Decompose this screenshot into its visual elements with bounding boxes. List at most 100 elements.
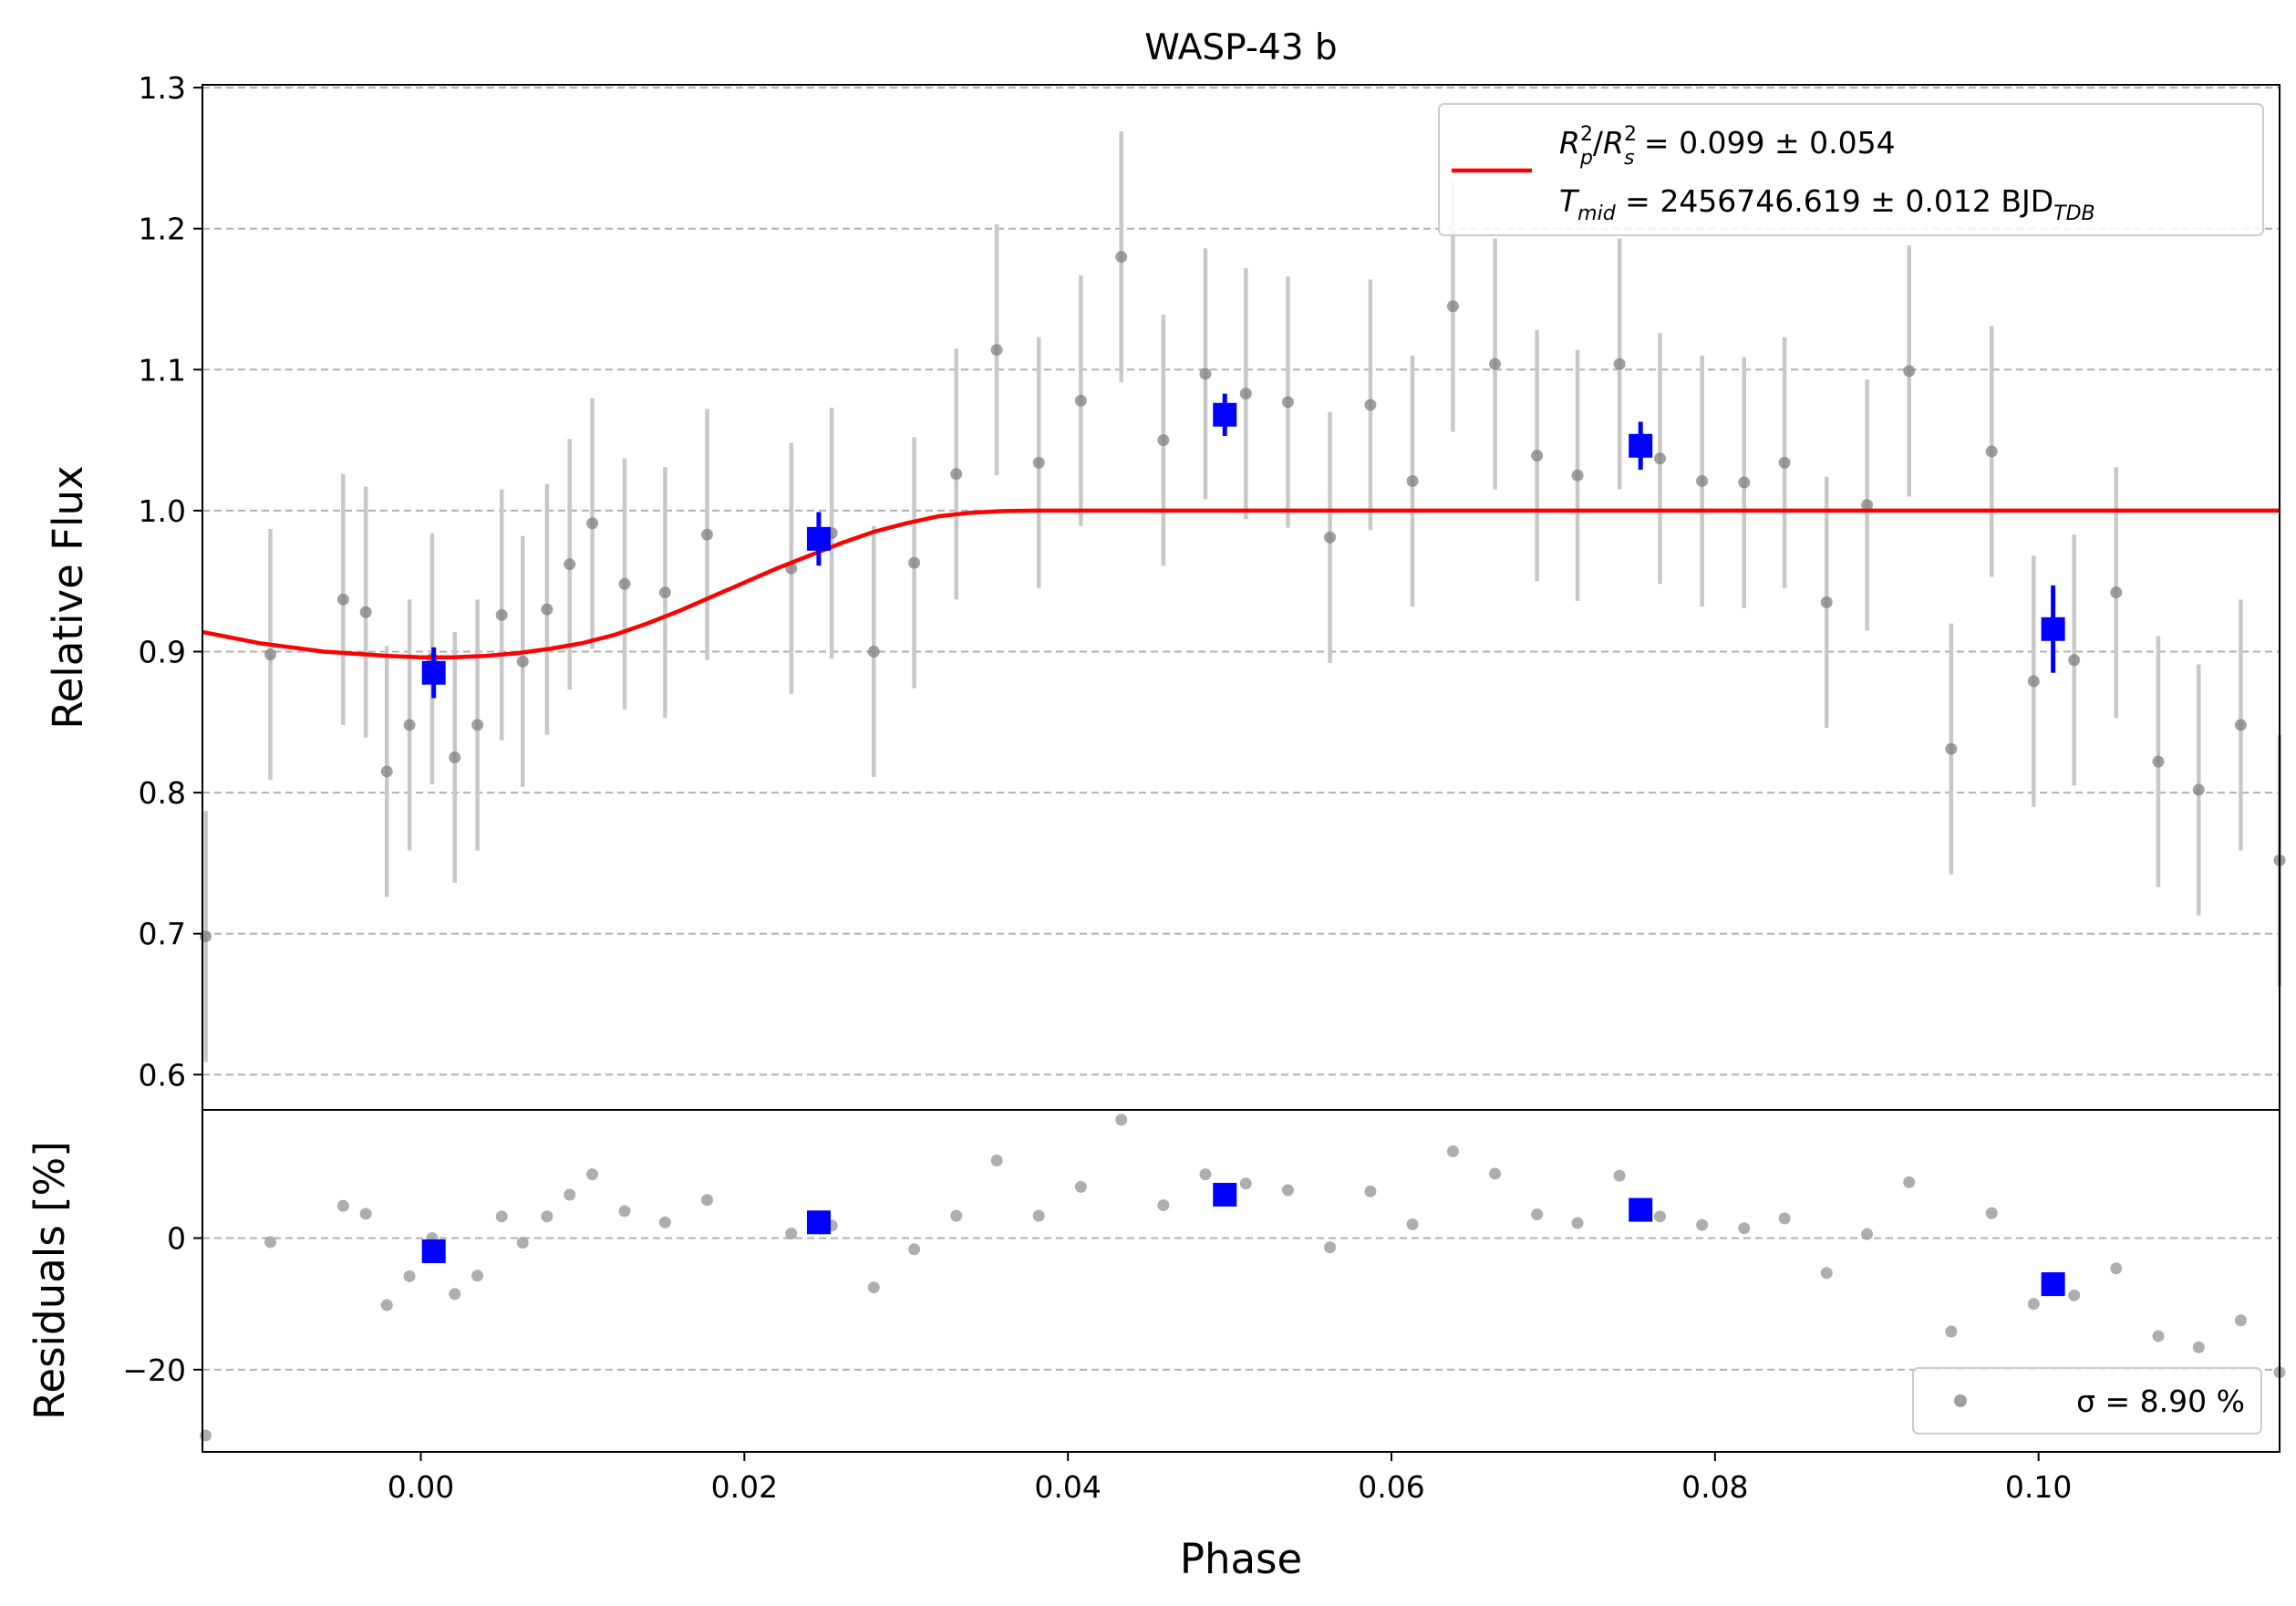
raw-data-point xyxy=(701,528,714,541)
residual-point xyxy=(2110,1262,2123,1275)
x-axis-ticks: 0.00 0.02 0.04 0.06 0.08 0.10 xyxy=(388,1452,2072,1505)
raw-data-point xyxy=(2192,783,2205,796)
main-raw-points xyxy=(200,251,2286,943)
residual-point xyxy=(1281,1184,1294,1197)
residual-point xyxy=(1613,1169,1626,1182)
residual-binned-point xyxy=(1213,1183,1237,1207)
raw-data-point xyxy=(1239,388,1252,400)
residual-point xyxy=(200,1429,212,1442)
raw-data-point xyxy=(516,655,529,668)
main-y-tick-label: 1.1 xyxy=(139,352,186,388)
raw-data-point xyxy=(618,577,631,590)
residual-point xyxy=(2068,1289,2081,1301)
residual-point xyxy=(701,1194,714,1207)
legend-line-2: Tmid = 2456746.619 ± 0.012 BJDTDB xyxy=(1559,183,2095,225)
raw-data-point xyxy=(380,765,393,778)
binned-data-point xyxy=(1629,433,1653,458)
residual-point xyxy=(2027,1298,2040,1311)
y-axis-label-main: Relative Flux xyxy=(44,465,92,729)
raw-data-point xyxy=(1074,394,1087,407)
residual-point xyxy=(449,1288,461,1300)
residual-legend: σ = 8.90 % xyxy=(1912,1367,2262,1435)
raw-data-point xyxy=(990,344,1003,357)
raw-data-point xyxy=(908,556,921,569)
residual-point xyxy=(618,1205,631,1217)
binned-data-point xyxy=(1213,402,1237,427)
residual-point xyxy=(658,1216,671,1228)
residual-point xyxy=(586,1168,599,1181)
residual-point xyxy=(1738,1222,1751,1235)
residual-legend-box xyxy=(1912,1367,2262,1435)
residual-raw-points xyxy=(200,1114,2286,1442)
residual-point xyxy=(1820,1267,1833,1280)
binned-data-point xyxy=(421,660,446,685)
residual-point xyxy=(1157,1199,1170,1212)
raw-data-point xyxy=(2110,586,2123,599)
raw-data-point xyxy=(1324,531,1337,544)
x-tick-label: 0.04 xyxy=(1034,1469,1101,1505)
raw-data-point xyxy=(1531,450,1544,462)
raw-data-point xyxy=(449,751,461,763)
main-y-tick-label: 0.9 xyxy=(139,635,186,670)
residual-binned-point xyxy=(806,1210,831,1235)
raw-data-point xyxy=(1157,434,1170,447)
raw-data-point xyxy=(1945,742,1958,755)
main-legend-box xyxy=(1438,103,2264,236)
residual-point xyxy=(867,1281,880,1294)
main-y-tick-label: 0.8 xyxy=(139,775,186,811)
residual-point xyxy=(1364,1185,1377,1197)
residual-point xyxy=(785,1228,798,1240)
residual-point xyxy=(564,1188,576,1201)
residual-binned-points xyxy=(421,1183,2065,1297)
main-legend: R2 p/R2 s = 0.099 ± 0.054 Tmid = 2456746.6… xyxy=(1438,103,2264,236)
raw-data-point xyxy=(950,468,963,481)
legend-line-1: R2 p/R2 s = 0.099 ± 0.054 xyxy=(1559,123,1896,170)
x-axis-label: Phase xyxy=(1180,1535,1302,1583)
residual-point xyxy=(1531,1208,1544,1221)
raw-data-point xyxy=(1571,469,1584,482)
residual-point xyxy=(359,1207,372,1220)
residual-point xyxy=(2234,1314,2247,1327)
residual-point xyxy=(1571,1217,1584,1229)
residual-point xyxy=(1199,1168,1212,1181)
chart-title: WASP-43 b xyxy=(1144,27,1337,68)
residual-point xyxy=(1696,1218,1709,1231)
residual-point xyxy=(1074,1180,1087,1193)
residual-point xyxy=(1985,1207,1998,1219)
legend-residual-marker xyxy=(1954,1394,1967,1407)
legend-sigma: σ = 8.90 % xyxy=(2076,1383,2245,1419)
main-y-ticks: 0.6 0.7 0.8 0.9 1.0 1.1 1.2 1.3 xyxy=(139,70,202,1093)
residual-point xyxy=(1778,1212,1791,1225)
residual-point xyxy=(380,1299,393,1311)
residual-point xyxy=(1903,1176,1916,1188)
residual-point xyxy=(403,1269,416,1282)
raw-data-point xyxy=(1861,499,1874,512)
x-tick-label: 0.10 xyxy=(2005,1469,2072,1505)
residual-y-tick-label: 0 xyxy=(167,1221,186,1257)
residual-point xyxy=(1032,1209,1045,1222)
residual-binned-point xyxy=(421,1239,446,1264)
residual-y-ticks: −20 0 xyxy=(122,1221,202,1388)
residual-point xyxy=(471,1269,484,1282)
residual-point xyxy=(541,1210,553,1223)
main-y-tick-label: 1.2 xyxy=(139,212,186,247)
raw-data-point xyxy=(2152,755,2165,768)
main-y-tick-label: 0.6 xyxy=(139,1057,186,1093)
raw-data-point xyxy=(471,719,484,731)
residual-binned-point xyxy=(2041,1272,2065,1297)
raw-data-point xyxy=(1032,456,1045,469)
raw-data-point xyxy=(2027,675,2040,688)
residual-point xyxy=(950,1209,963,1222)
x-tick-label: 0.06 xyxy=(1358,1469,1424,1505)
raw-data-point xyxy=(1115,251,1128,264)
residual-point xyxy=(1324,1241,1337,1254)
residual-point xyxy=(1945,1325,1958,1338)
binned-data-point xyxy=(806,526,831,551)
raw-data-point xyxy=(564,558,576,571)
raw-data-point xyxy=(1778,456,1791,469)
raw-data-point xyxy=(1696,474,1709,487)
raw-data-point xyxy=(1199,368,1212,380)
raw-data-point xyxy=(1281,396,1294,409)
